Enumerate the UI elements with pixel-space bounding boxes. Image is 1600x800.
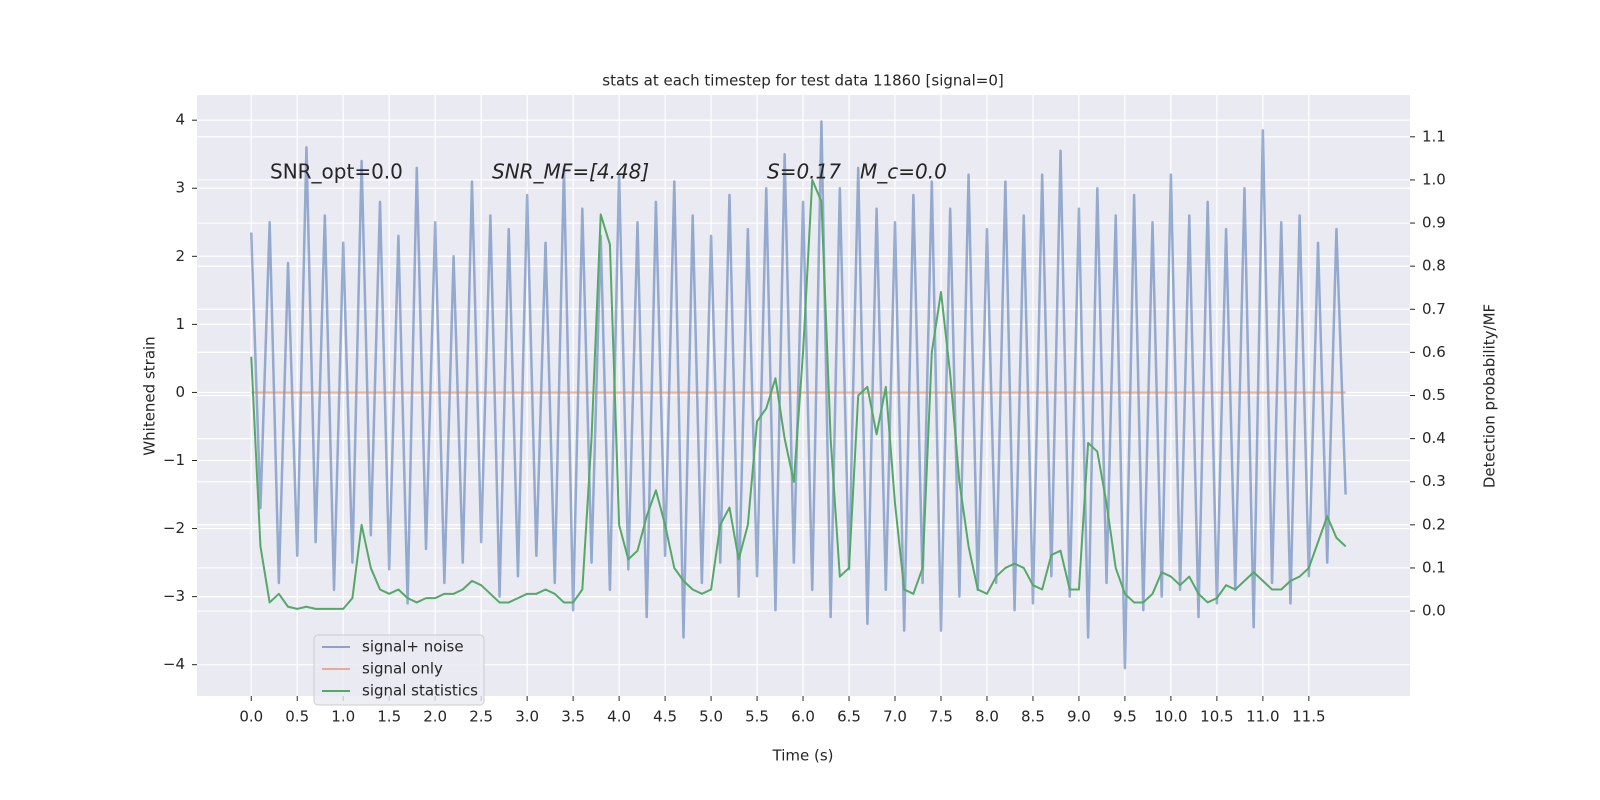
x-tick-label: 6.5 [837, 708, 861, 726]
x-tick-label: 8.0 [975, 708, 999, 726]
x-tick-label: 4.0 [607, 708, 631, 726]
x-tick-label: 7.0 [883, 708, 907, 726]
y2-tick-label: 0.4 [1422, 429, 1446, 447]
annotation: S=0.17 [767, 160, 841, 184]
y2-tick-label: 0.9 [1422, 214, 1446, 232]
y2-tick-label: 0.1 [1422, 558, 1446, 576]
x-tick-label: 11.5 [1292, 708, 1325, 726]
y-tick-label: 0 [175, 383, 185, 401]
y2-tick-label: 0.2 [1422, 515, 1446, 533]
x-tick-label: 8.5 [1021, 708, 1045, 726]
annotation: SNR_opt=0.0 [270, 160, 403, 184]
series-line [250, 178, 1347, 610]
y2-tick-label: 0.3 [1422, 472, 1446, 490]
y-tick-label: −1 [163, 451, 185, 469]
y2-axis-label: Detection probability/MF [1481, 304, 1499, 488]
x-tick-label: 1.0 [331, 708, 355, 726]
y-tick-label: 1 [175, 315, 185, 333]
y-tick-label: −4 [163, 655, 185, 673]
y2-tick-label: 0.0 [1422, 602, 1446, 620]
y2-tick-label: 0.8 [1422, 257, 1446, 275]
y2-tick-label: 0.6 [1422, 343, 1446, 361]
y-axis-label: Whitened strain [141, 336, 159, 455]
x-tick-label: 10.0 [1154, 708, 1187, 726]
x-tick-label: 2.0 [423, 708, 447, 726]
y2-tick-label: 1.0 [1422, 170, 1446, 188]
x-tick-label: 0.5 [285, 708, 309, 726]
x-tick-label: 4.5 [653, 708, 677, 726]
x-tick-label: 1.5 [377, 708, 401, 726]
annotation: M_c=0.0 [860, 160, 947, 184]
x-tick-label: 3.0 [515, 708, 539, 726]
y2-tick-label: 0.5 [1422, 386, 1446, 404]
x-tick-label: 9.5 [1113, 708, 1137, 726]
legend-label: signal+ noise [362, 638, 464, 656]
y-tick-label: 4 [175, 111, 185, 129]
y2-tick-label: 0.7 [1422, 300, 1446, 318]
x-tick-label: 3.5 [561, 708, 585, 726]
x-tick-label: 2.5 [469, 708, 493, 726]
series-line [250, 120, 1347, 670]
x-axis-label: Time (s) [772, 747, 834, 765]
legend-box [313, 634, 485, 706]
x-tick-label: 5.5 [745, 708, 769, 726]
y-tick-label: −2 [163, 519, 185, 537]
y-tick-label: −3 [163, 587, 185, 605]
x-tick-label: 0.0 [239, 708, 263, 726]
annotation: SNR_MF=[4.48] [492, 160, 649, 184]
legend-label: signal only [362, 660, 443, 678]
y-tick-label: 2 [175, 247, 185, 265]
y-tick-label: 3 [175, 179, 185, 197]
x-tick-label: 5.0 [699, 708, 723, 726]
x-tick-label: 6.0 [791, 708, 815, 726]
legend-label: signal statistics [362, 682, 478, 700]
x-tick-label: 10.5 [1200, 708, 1233, 726]
x-tick-label: 11.0 [1246, 708, 1279, 726]
chart-title: stats at each timestep for test data 118… [602, 72, 1003, 90]
x-tick-label: 9.0 [1067, 708, 1091, 726]
y2-tick-label: 1.1 [1422, 127, 1446, 145]
x-tick-label: 7.5 [929, 708, 953, 726]
